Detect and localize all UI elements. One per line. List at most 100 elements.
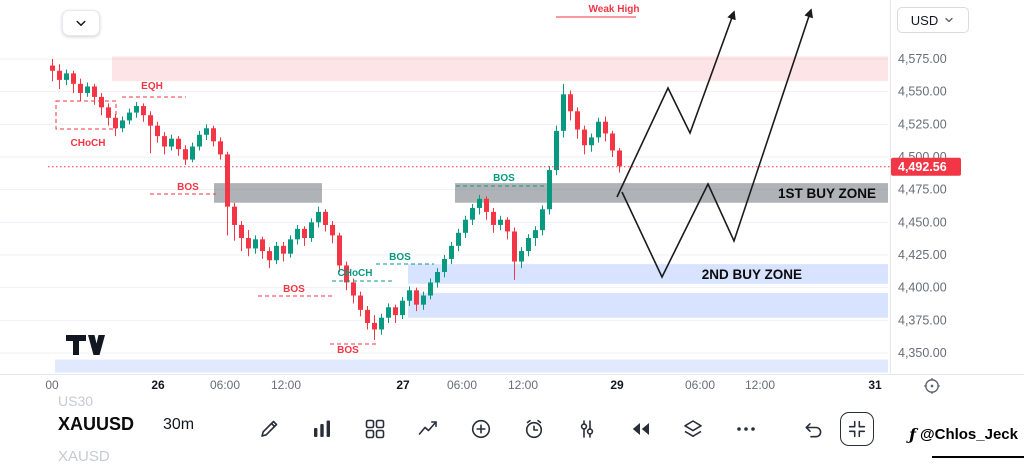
alert-clock-icon[interactable] xyxy=(517,412,551,446)
candle-body xyxy=(64,73,69,80)
candle-body xyxy=(379,317,384,330)
time-tick-label: 06:00 xyxy=(210,378,240,392)
annotation-label[interactable]: BOS xyxy=(337,345,359,356)
candle-body xyxy=(127,112,132,121)
annotation-label[interactable]: EQH xyxy=(141,81,163,92)
price-tick-label: 4,525.00 xyxy=(898,117,947,131)
zone-supply-zone[interactable] xyxy=(112,56,888,82)
time-tick-label: 29 xyxy=(610,378,624,392)
projection-arrow[interactable] xyxy=(616,10,736,198)
candle-body xyxy=(316,211,321,223)
candle-body xyxy=(78,83,83,93)
chevron-down-icon xyxy=(945,17,953,23)
annotation-label[interactable]: CHoCH xyxy=(71,138,106,149)
axes-layer[interactable]: 4,575.004,550.004,525.004,500.004,475.00… xyxy=(0,0,1024,392)
zone-first-buy-zone-left[interactable] xyxy=(214,183,322,203)
candle-body xyxy=(295,228,300,240)
candle-body xyxy=(176,138,181,150)
candle-body xyxy=(596,121,601,138)
candle-body xyxy=(232,206,237,225)
candle-body xyxy=(484,198,489,212)
candle-body xyxy=(274,245,279,261)
candle-body xyxy=(575,111,580,130)
price-tick-label: 4,575.00 xyxy=(898,52,947,66)
interval-button[interactable]: 30m xyxy=(163,416,195,433)
zone-second-buy-zone[interactable] xyxy=(408,264,888,284)
zone-label: 1ST BUY ZONE xyxy=(778,186,876,201)
candle-body xyxy=(582,129,587,146)
zone-third-demand-zone[interactable] xyxy=(408,292,888,318)
candle-body xyxy=(134,106,139,113)
currency-label: USD xyxy=(910,12,939,28)
candle-body xyxy=(113,117,118,129)
candle-body xyxy=(603,121,608,134)
candle-body xyxy=(218,141,223,155)
candle-body xyxy=(610,133,615,151)
price-axis-bg xyxy=(890,0,1024,374)
currency-selector[interactable]: USD xyxy=(897,7,969,33)
tradingview-logo-icon[interactable] xyxy=(66,335,105,355)
annotation-label[interactable]: BOS xyxy=(177,182,199,193)
candle-body xyxy=(323,211,328,225)
zone-first-buy-zone[interactable] xyxy=(455,183,888,203)
layers-icon[interactable] xyxy=(676,412,710,446)
time-tick-label: 06:00 xyxy=(447,378,477,392)
annotation-label[interactable]: Weak High xyxy=(589,4,640,15)
candle-body xyxy=(155,125,160,137)
price-chart[interactable]: 1ST BUY ZONE 2ND BUY ZONE Weak High EQH CHo… xyxy=(0,0,1024,395)
candle-body xyxy=(540,209,545,231)
time-tick-label: 06:00 xyxy=(685,378,715,392)
candle-body xyxy=(414,290,419,305)
candle-body xyxy=(50,65,55,71)
compare-sliders-icon[interactable] xyxy=(570,412,604,446)
candle-body xyxy=(533,230,538,239)
candle-body xyxy=(372,322,377,330)
time-tick-label: 27 xyxy=(396,378,410,392)
candle-body xyxy=(204,128,209,135)
structure-box[interactable] xyxy=(55,100,117,130)
time-tick-label: 12:00 xyxy=(508,378,538,392)
bottom-toolbar: US30 XAUSD XAUUSD 30m xyxy=(0,393,1024,470)
candle-body xyxy=(92,86,97,97)
candle-body xyxy=(358,295,363,310)
indicators-icon[interactable] xyxy=(411,412,445,446)
candle-body xyxy=(169,138,174,147)
undo-icon[interactable] xyxy=(796,412,830,446)
candle-body xyxy=(512,231,517,262)
candle-body xyxy=(288,239,293,254)
annotation-label[interactable]: CHoCH xyxy=(338,268,373,279)
price-tick-label: 4,450.00 xyxy=(898,215,947,229)
watermark: ƒ @Chlos_Jeck xyxy=(909,425,1018,444)
projection-arrow[interactable] xyxy=(621,8,813,279)
watermark-underline xyxy=(932,456,1024,458)
annotation-label[interactable]: BOS xyxy=(389,252,411,263)
layout-grid-icon[interactable] xyxy=(358,412,392,446)
replay-rewind-icon[interactable] xyxy=(623,412,657,446)
annotation-label[interactable]: BOS xyxy=(283,284,305,295)
minimize-chart-button[interactable] xyxy=(840,412,874,446)
collapse-panel-button[interactable] xyxy=(62,10,100,36)
candle-body xyxy=(435,271,440,283)
arrows-layer xyxy=(616,8,813,279)
annotation-label[interactable]: BOS xyxy=(493,173,515,184)
draw-icon[interactable] xyxy=(252,412,286,446)
candle-body xyxy=(617,150,622,167)
add-circle-icon[interactable] xyxy=(464,412,498,446)
watermark-handle: @Chlos_Jeck xyxy=(919,426,1018,443)
time-tick-label: 31 xyxy=(868,378,882,392)
last-price-badge xyxy=(891,157,961,176)
candle-body xyxy=(554,130,559,171)
zone-bottom-demand-zone[interactable] xyxy=(55,359,888,373)
candle-body xyxy=(407,290,412,301)
candle-body xyxy=(561,94,566,131)
candle-body xyxy=(281,245,286,254)
more-options-icon[interactable] xyxy=(729,412,763,446)
candle-body xyxy=(498,219,503,225)
chart-settings-icon[interactable] xyxy=(918,374,946,398)
chart-type-icon[interactable] xyxy=(305,412,339,446)
candle-body xyxy=(547,170,552,210)
time-tick-label: 12:00 xyxy=(271,378,301,392)
symbol-button[interactable]: XAUUSD xyxy=(58,414,135,434)
price-tick-label: 4,550.00 xyxy=(898,85,947,99)
